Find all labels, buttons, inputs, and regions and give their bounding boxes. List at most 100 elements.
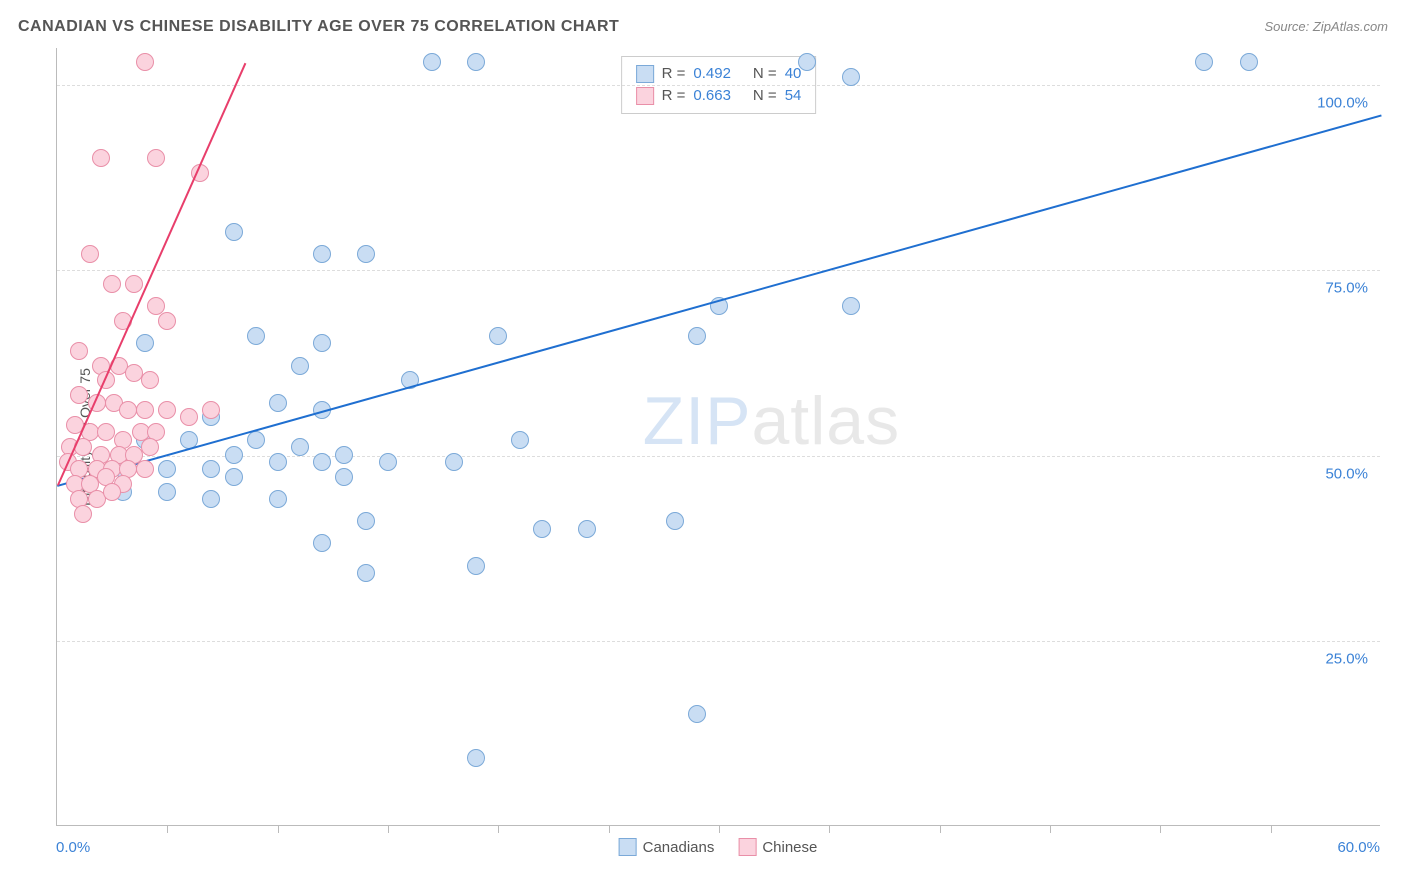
scatter-marker (842, 297, 860, 315)
legend-r-value: 0.663 (693, 85, 731, 107)
scatter-marker (313, 245, 331, 263)
watermark-zip: ZIP (643, 383, 752, 459)
scatter-marker (467, 53, 485, 71)
scatter-marker (467, 749, 485, 767)
scatter-marker (158, 483, 176, 501)
scatter-marker (688, 705, 706, 723)
scatter-marker (798, 53, 816, 71)
scatter-marker (92, 149, 110, 167)
scatter-marker (70, 386, 88, 404)
scatter-marker (81, 245, 99, 263)
scatter-marker (269, 453, 287, 471)
gridline (57, 85, 1380, 86)
legend-n-label: N = (753, 85, 777, 107)
scatter-marker (1195, 53, 1213, 71)
scatter-marker (247, 327, 265, 345)
gridline (57, 641, 1380, 642)
scatter-marker (357, 564, 375, 582)
xtick (940, 825, 941, 833)
scatter-marker (180, 408, 198, 426)
scatter-marker (147, 149, 165, 167)
legend-r-label: R = (662, 85, 686, 107)
xtick (1160, 825, 1161, 833)
scatter-marker (445, 453, 463, 471)
legend-row: R = 0.663 N = 54 (636, 85, 802, 107)
scatter-marker (357, 245, 375, 263)
scatter-marker (202, 401, 220, 419)
watermark: ZIPatlas (643, 382, 900, 460)
series-legend-label: Canadians (643, 839, 715, 856)
scatter-marker (136, 334, 154, 352)
legend-swatch (619, 838, 637, 856)
scatter-marker (141, 438, 159, 456)
series-legend-label: Chinese (762, 839, 817, 856)
scatter-marker (97, 423, 115, 441)
scatter-marker (313, 453, 331, 471)
legend-swatch (738, 838, 756, 856)
series-legend: Canadians Chinese (619, 838, 818, 856)
scatter-marker (842, 68, 860, 86)
plot-area: Disability Age Over 75 ZIPatlas R = 0.49… (56, 48, 1380, 826)
xaxis-min-label: 0.0% (56, 839, 90, 856)
scatter-marker (70, 342, 88, 360)
scatter-marker (379, 453, 397, 471)
scatter-marker (202, 460, 220, 478)
legend-row: R = 0.492N = 40 (636, 63, 802, 85)
scatter-marker (225, 446, 243, 464)
scatter-marker (158, 401, 176, 419)
scatter-marker (357, 512, 375, 530)
scatter-marker (158, 460, 176, 478)
xtick (278, 825, 279, 833)
legend-r-label: R = (662, 63, 686, 85)
scatter-marker (103, 483, 121, 501)
plot: ZIPatlas R = 0.492N = 40R = 0.663N = 54 … (56, 48, 1380, 826)
xtick (829, 825, 830, 833)
scatter-marker (74, 505, 92, 523)
scatter-marker (269, 490, 287, 508)
xtick (167, 825, 168, 833)
xtick (719, 825, 720, 833)
ytick-label: 25.0% (1325, 650, 1368, 667)
scatter-marker (247, 431, 265, 449)
scatter-marker (423, 53, 441, 71)
scatter-marker (489, 327, 507, 345)
scatter-marker (688, 327, 706, 345)
series-legend-item: Canadians (619, 838, 715, 856)
series-legend-item: Chinese (738, 838, 817, 856)
legend-r-value: 0.492 (693, 63, 731, 85)
scatter-marker (291, 438, 309, 456)
scatter-marker (136, 460, 154, 478)
watermark-atlas: atlas (751, 383, 900, 459)
scatter-marker (511, 431, 529, 449)
legend-n-label: N = (753, 63, 777, 85)
scatter-marker (269, 394, 287, 412)
xaxis-max-label: 60.0% (1337, 839, 1380, 856)
xtick (609, 825, 610, 833)
scatter-marker (1240, 53, 1258, 71)
chart-container: CANADIAN VS CHINESE DISABILITY AGE OVER … (0, 0, 1406, 892)
legend-swatch (636, 87, 654, 105)
xtick (388, 825, 389, 833)
xtick (1050, 825, 1051, 833)
scatter-marker (136, 401, 154, 419)
source-label: Source: ZipAtlas.com (1264, 19, 1388, 34)
scatter-marker (467, 557, 485, 575)
trend-line (57, 115, 1382, 487)
ytick-label: 75.0% (1325, 280, 1368, 297)
scatter-marker (335, 446, 353, 464)
legend-n-value: 54 (785, 85, 802, 107)
scatter-marker (313, 334, 331, 352)
chart-title: CANADIAN VS CHINESE DISABILITY AGE OVER … (18, 18, 619, 36)
gridline (57, 270, 1380, 271)
scatter-marker (533, 520, 551, 538)
scatter-marker (158, 312, 176, 330)
scatter-marker (578, 520, 596, 538)
ytick-label: 100.0% (1317, 95, 1368, 112)
scatter-marker (136, 53, 154, 71)
xtick (498, 825, 499, 833)
scatter-marker (141, 371, 159, 389)
legend-swatch (636, 65, 654, 83)
scatter-marker (119, 401, 137, 419)
scatter-marker (225, 468, 243, 486)
ytick-label: 50.0% (1325, 465, 1368, 482)
